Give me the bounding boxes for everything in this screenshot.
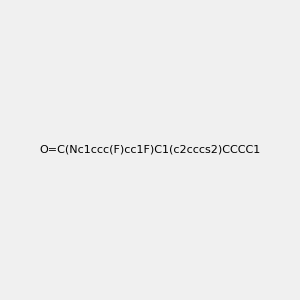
Text: O=C(Nc1ccc(F)cc1F)C1(c2cccs2)CCCC1: O=C(Nc1ccc(F)cc1F)C1(c2cccs2)CCCC1 <box>39 145 261 155</box>
